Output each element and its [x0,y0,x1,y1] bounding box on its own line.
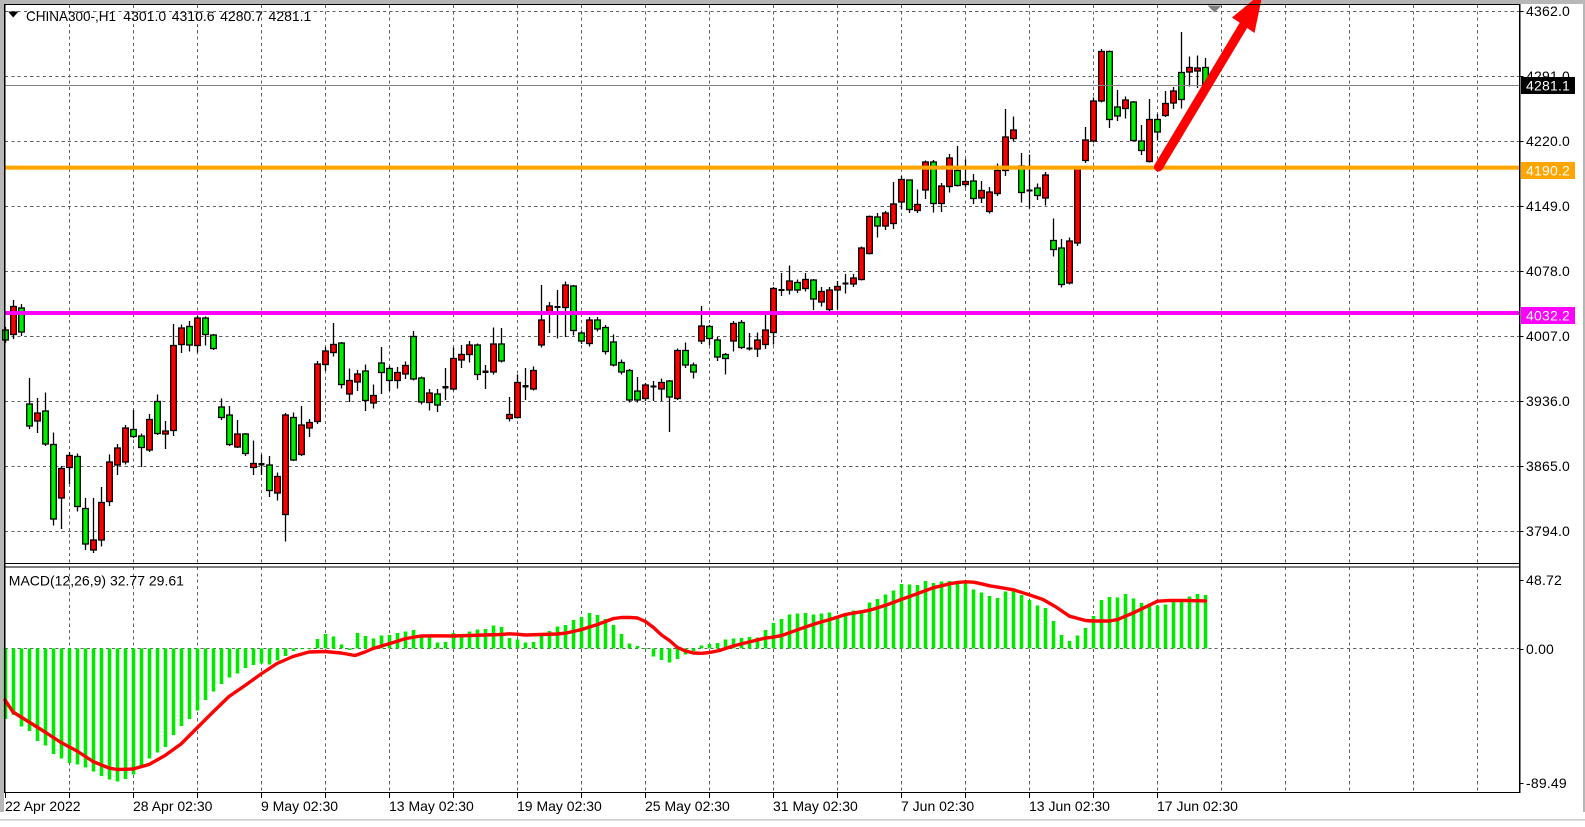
svg-text:4032.2: 4032.2 [1526,308,1570,324]
svg-text:13 May 02:30: 13 May 02:30 [389,798,474,814]
svg-text:9 May 02:30: 9 May 02:30 [261,798,338,814]
svg-text:4078.0: 4078.0 [1526,263,1570,279]
svg-text:MACD(12,26,9) 32.77 29.61: MACD(12,26,9) 32.77 29.61 [9,573,184,589]
svg-text:3936.0: 3936.0 [1526,393,1570,409]
svg-text:25 May 02:30: 25 May 02:30 [645,798,730,814]
svg-text:28 Apr 02:30: 28 Apr 02:30 [133,798,213,814]
svg-text:4362.0: 4362.0 [1526,3,1570,19]
svg-text:4281.1: 4281.1 [1526,78,1570,94]
svg-text:4149.0: 4149.0 [1526,198,1570,214]
svg-text:22 Apr 2022: 22 Apr 2022 [5,798,81,814]
svg-text:-89.49: -89.49 [1526,775,1567,791]
svg-text:0.00: 0.00 [1526,641,1554,657]
svg-text:48.72: 48.72 [1526,572,1562,588]
svg-text:17 Jun 02:30: 17 Jun 02:30 [1157,798,1238,814]
svg-text:3865.0: 3865.0 [1526,458,1570,474]
svg-text:13 Jun 02:30: 13 Jun 02:30 [1029,798,1110,814]
svg-text:4220.0: 4220.0 [1526,133,1570,149]
svg-text:4301.0 4310.6 4280.7 4281.1: 4301.0 4310.6 4280.7 4281.1 [123,8,311,24]
svg-text:4007.0: 4007.0 [1526,328,1570,344]
svg-text:31 May 02:30: 31 May 02:30 [773,798,858,814]
svg-text:3794.0: 3794.0 [1526,523,1570,539]
svg-text:4190.2: 4190.2 [1526,163,1570,179]
svg-text:19 May 02:30: 19 May 02:30 [517,798,602,814]
svg-text:CHINA300-,H1: CHINA300-,H1 [26,9,116,24]
svg-text:7 Jun 02:30: 7 Jun 02:30 [901,798,974,814]
